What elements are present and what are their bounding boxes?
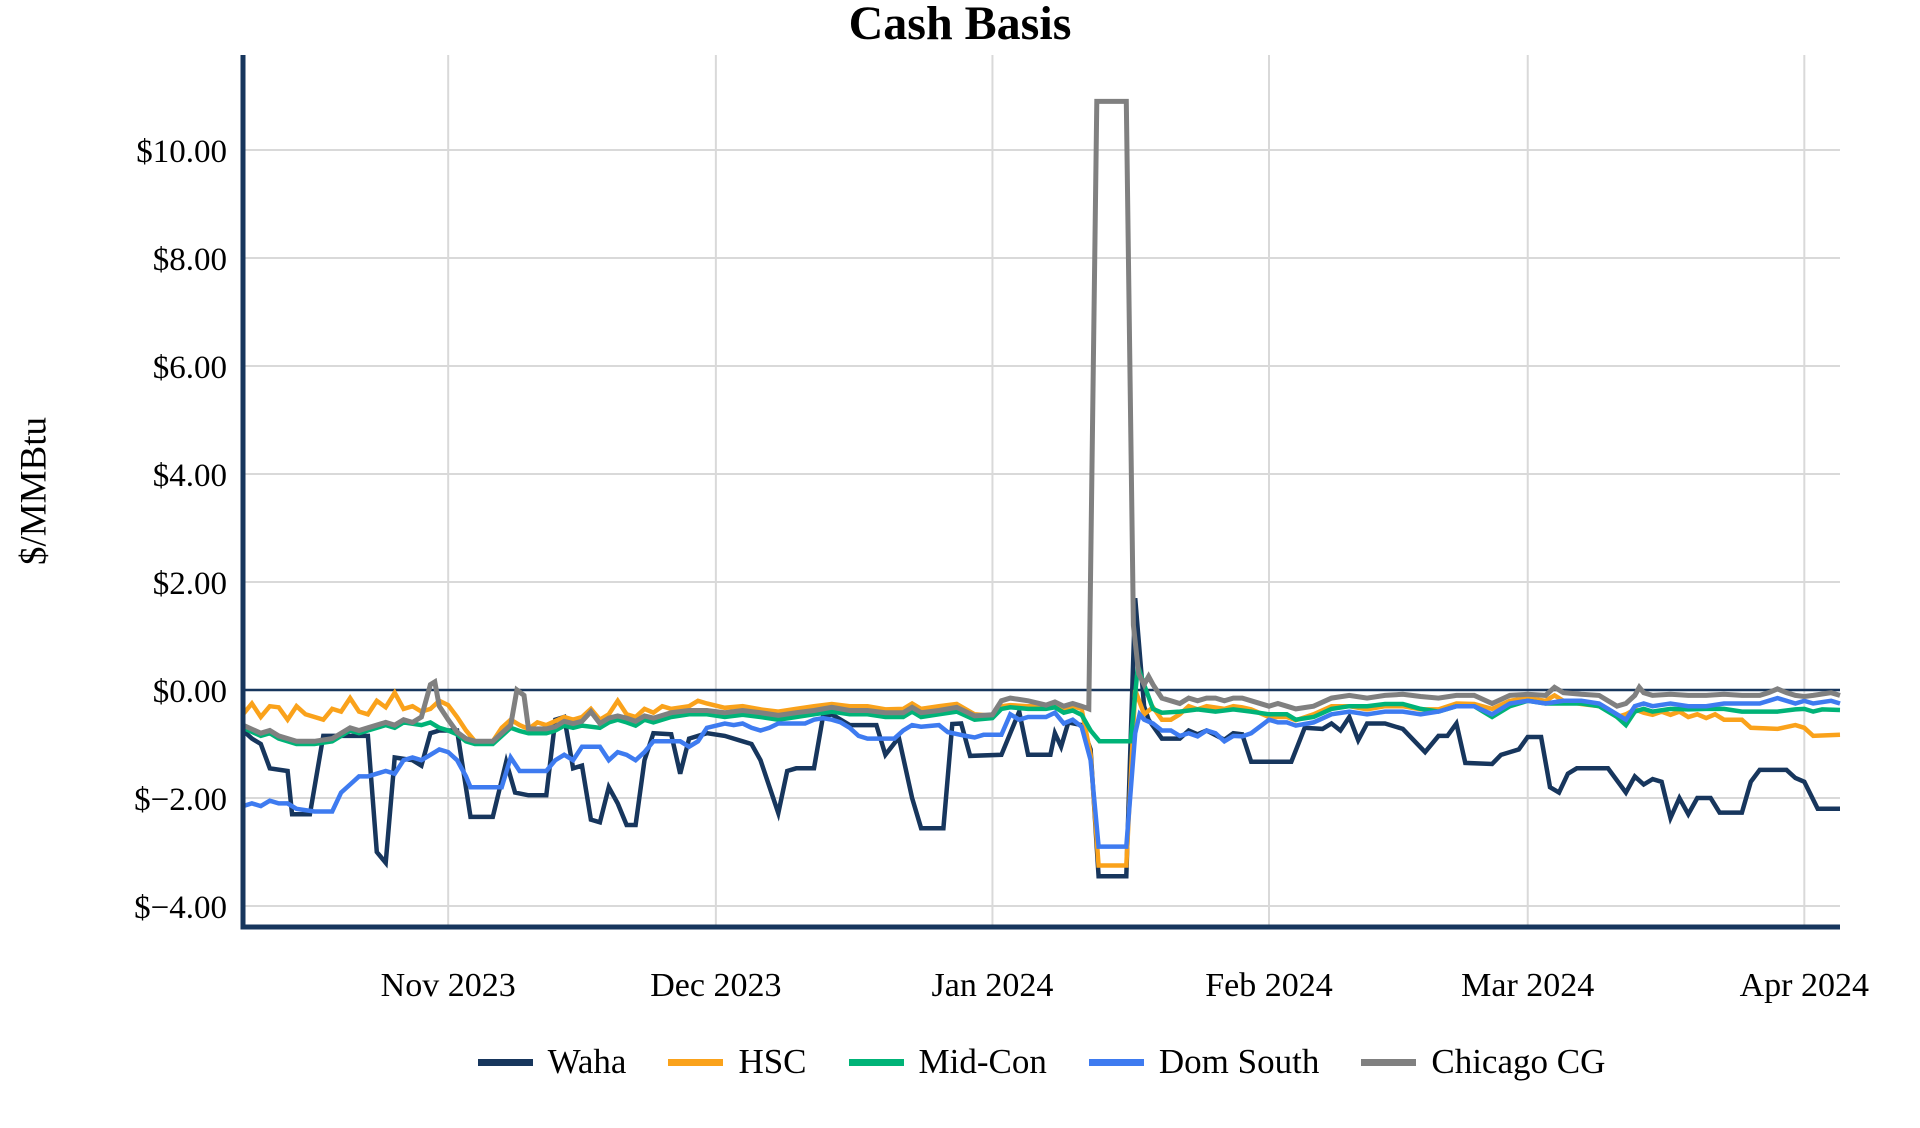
legend-item-waha: Waha [477, 1042, 627, 1082]
x-tick-label-feb-2024: Feb 2024 [1205, 967, 1333, 1004]
legend-label-waha: Waha [547, 1042, 627, 1081]
legend-label-mid-con: Mid-Con [918, 1042, 1047, 1081]
y-tick-label-2: $2.00 [153, 566, 227, 602]
y-tick-label-4: $4.00 [153, 458, 227, 494]
legend-swatch-hsc [668, 1058, 724, 1066]
legend-swatch-mid-con [848, 1058, 904, 1066]
x-tick-label-mar-2024: Mar 2024 [1461, 967, 1594, 1004]
legend-swatch-chicago-cg [1361, 1058, 1417, 1066]
y-tick-label-8: $8.00 [153, 242, 227, 278]
y-tick-label-0: $0.00 [153, 674, 227, 710]
legend-item-chicago-cg: Chicago CG [1361, 1042, 1605, 1082]
x-tick-label-apr-2024: Apr 2024 [1740, 967, 1869, 1004]
legend-swatch-waha [477, 1058, 533, 1066]
y-tick-label-10: $10.00 [136, 134, 227, 170]
y-axis-title: $/MMBtu [13, 416, 55, 566]
y-tick-label--2: $−2.00 [134, 782, 227, 818]
y-tick-label--4: $−4.00 [134, 890, 227, 926]
legend-label-chicago-cg: Chicago CG [1431, 1042, 1606, 1081]
legend-item-hsc: HSC [668, 1042, 807, 1082]
legend-swatch-dom-south [1088, 1058, 1144, 1066]
x-tick-label-nov-2023: Nov 2023 [381, 967, 516, 1004]
legend: Waha HSC Mid-Con Dom South Chicago CG [243, 1042, 1840, 1082]
legend-item-dom-south: Dom South [1088, 1042, 1320, 1082]
chart-title: Cash Basis [848, 0, 1072, 50]
series-line-waha [241, 598, 1840, 879]
legend-item-mid-con: Mid-Con [848, 1042, 1047, 1082]
x-tick-label-jan-2024: Jan 2024 [932, 967, 1054, 1004]
series-line-mid-con [242, 664, 1841, 747]
legend-label-dom-south: Dom South [1158, 1042, 1320, 1081]
series-line-dom-south [242, 695, 1841, 849]
x-tick-label-dec-2023: Dec 2023 [650, 967, 781, 1004]
y-tick-label-6: $6.00 [153, 350, 227, 386]
legend-label-hsc: HSC [738, 1042, 807, 1081]
series-line-chicago-cg [241, 98, 1841, 744]
